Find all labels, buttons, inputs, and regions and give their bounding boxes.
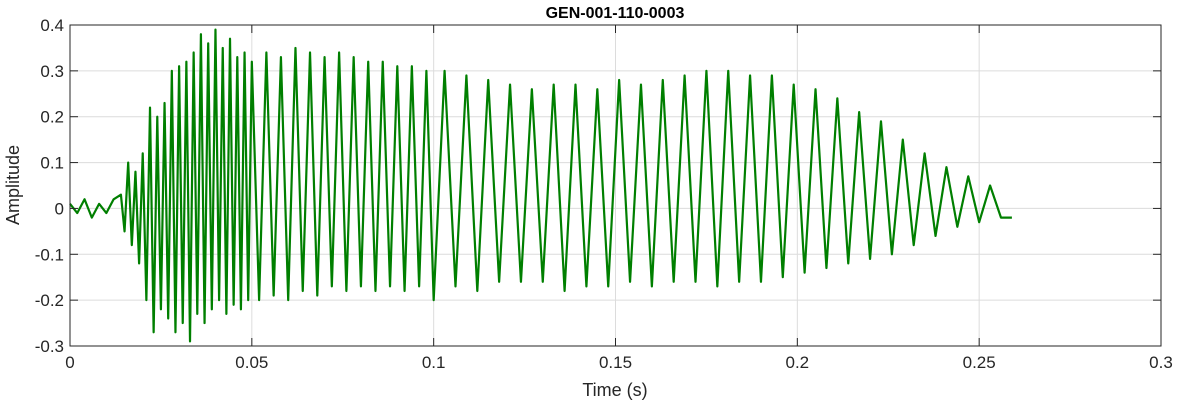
x-tick-label: 0.1: [422, 353, 446, 372]
x-tick-label: 0: [65, 353, 74, 372]
y-tick-label: 0.2: [40, 108, 64, 127]
x-tick-label: 0.3: [1149, 353, 1173, 372]
y-tick-label: -0.3: [35, 337, 64, 356]
y-tick-label: 0.3: [40, 62, 64, 81]
series-line: [69, 28, 1012, 343]
x-axis-label: Time (s): [582, 380, 647, 400]
y-axis-label: Amplitude: [3, 145, 23, 225]
y-tick-label: -0.1: [35, 245, 64, 264]
chart-title: GEN-001-110-0003: [546, 5, 685, 22]
series-group: [69, 28, 1012, 343]
y-tick-label: -0.2: [35, 291, 64, 310]
x-tick-label: 0.15: [599, 353, 632, 372]
y-tick-label: 0.1: [40, 154, 64, 173]
y-tick-label: 0: [55, 199, 64, 218]
x-tick-label: 0.05: [235, 353, 268, 372]
y-tick-labels: -0.3 -0.2 -0.1 0 0.1 0.2 0.3 0.4: [35, 16, 64, 356]
y-tick-label: 0.4: [40, 16, 64, 35]
x-tick-label: 0.2: [786, 353, 810, 372]
x-tick-label: 0.25: [963, 353, 996, 372]
x-tick-labels: 0 0.05 0.1 0.15 0.2 0.25 0.3: [65, 353, 1173, 372]
tick-marks: [69, 24, 1162, 347]
